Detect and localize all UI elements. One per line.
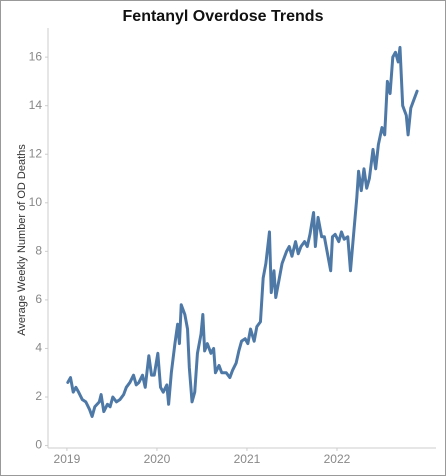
y-tick-label: 14 (29, 98, 43, 112)
x-tick-label: 2021 (234, 452, 261, 466)
line (66, 45, 419, 418)
x-tick-label: 2019 (54, 452, 81, 466)
x-tick-label: 2020 (144, 452, 171, 466)
y-tick-label: 16 (29, 49, 43, 63)
y-tick-label: 6 (35, 292, 42, 306)
y-tick-label: 0 (35, 438, 42, 452)
y-tick-label: 10 (29, 195, 43, 209)
y-tick-label: 8 (35, 244, 42, 258)
y-axis-label: Average Weekly Number of OD Deaths (16, 144, 28, 336)
x-tick-label: 2022 (324, 452, 351, 466)
chart-title: Fentanyl Overdose Trends (123, 8, 324, 25)
y-tick-label: 4 (35, 341, 42, 355)
y-tick-label: 12 (29, 146, 43, 160)
y-tick-label: 2 (35, 389, 42, 403)
